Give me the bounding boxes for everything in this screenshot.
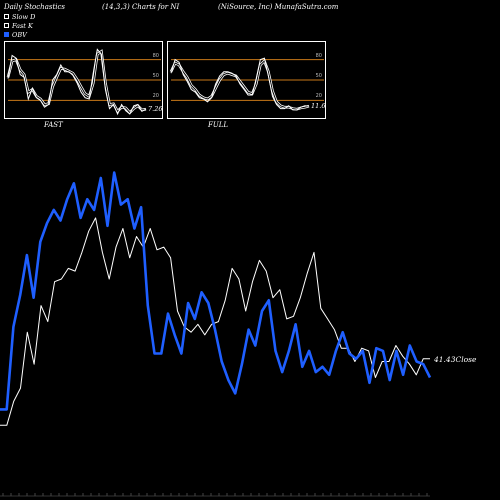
- last-value-label: 7.26: [148, 105, 162, 113]
- level-label-20: 20: [152, 93, 159, 100]
- legend-swatch-slow-d: [4, 14, 9, 19]
- full-stochastic-panel: 11.6 80 50 20: [167, 41, 326, 119]
- legend-item-slow-d: Slow D: [4, 12, 35, 21]
- level-label-50: 50: [152, 73, 159, 79]
- fast-stochastic-plot: 7.26: [6, 48, 162, 116]
- level-label-80: 80: [315, 52, 322, 59]
- legend-label-slow-d: Slow D: [12, 12, 36, 21]
- fast-stochastic-panel: 7.26 80 50 20: [4, 41, 163, 119]
- full-panel-label: FULL: [208, 121, 229, 129]
- last-value-label: 11.6: [311, 102, 325, 110]
- close-value-label: 41.43Close: [433, 355, 477, 364]
- chart-title-mid: (14,3,3) Charts for NI: [102, 3, 180, 11]
- level-label-50: 50: [315, 73, 322, 79]
- series-line-inner-slow-d: [170, 60, 310, 110]
- legend-item-fast-k: Fast K: [4, 21, 35, 30]
- legend-item-obv: OBV: [4, 30, 35, 39]
- legend-swatch-obv: [4, 32, 9, 37]
- legend-label-fast-k: Fast K: [12, 21, 33, 30]
- series-line-fast-k: [170, 57, 310, 111]
- level-label-20: 20: [315, 93, 322, 100]
- full-stochastic-plot: 11.6: [169, 57, 325, 111]
- series-line-fast-k: [7, 48, 147, 116]
- legend: Slow D Fast K OBV: [4, 12, 35, 39]
- chart-title-left: Daily Stochastics: [4, 3, 66, 11]
- obv-line: [0, 171, 432, 411]
- legend-swatch-fast-k: [4, 23, 9, 28]
- legend-label-obv: OBV: [12, 30, 27, 39]
- fast-panel-label: FAST: [44, 121, 63, 129]
- level-label-80: 80: [152, 52, 159, 59]
- close-price-line: [0, 217, 430, 426]
- chart-title-right: (NiSource, Inc) MunafaSutra.com: [218, 3, 339, 11]
